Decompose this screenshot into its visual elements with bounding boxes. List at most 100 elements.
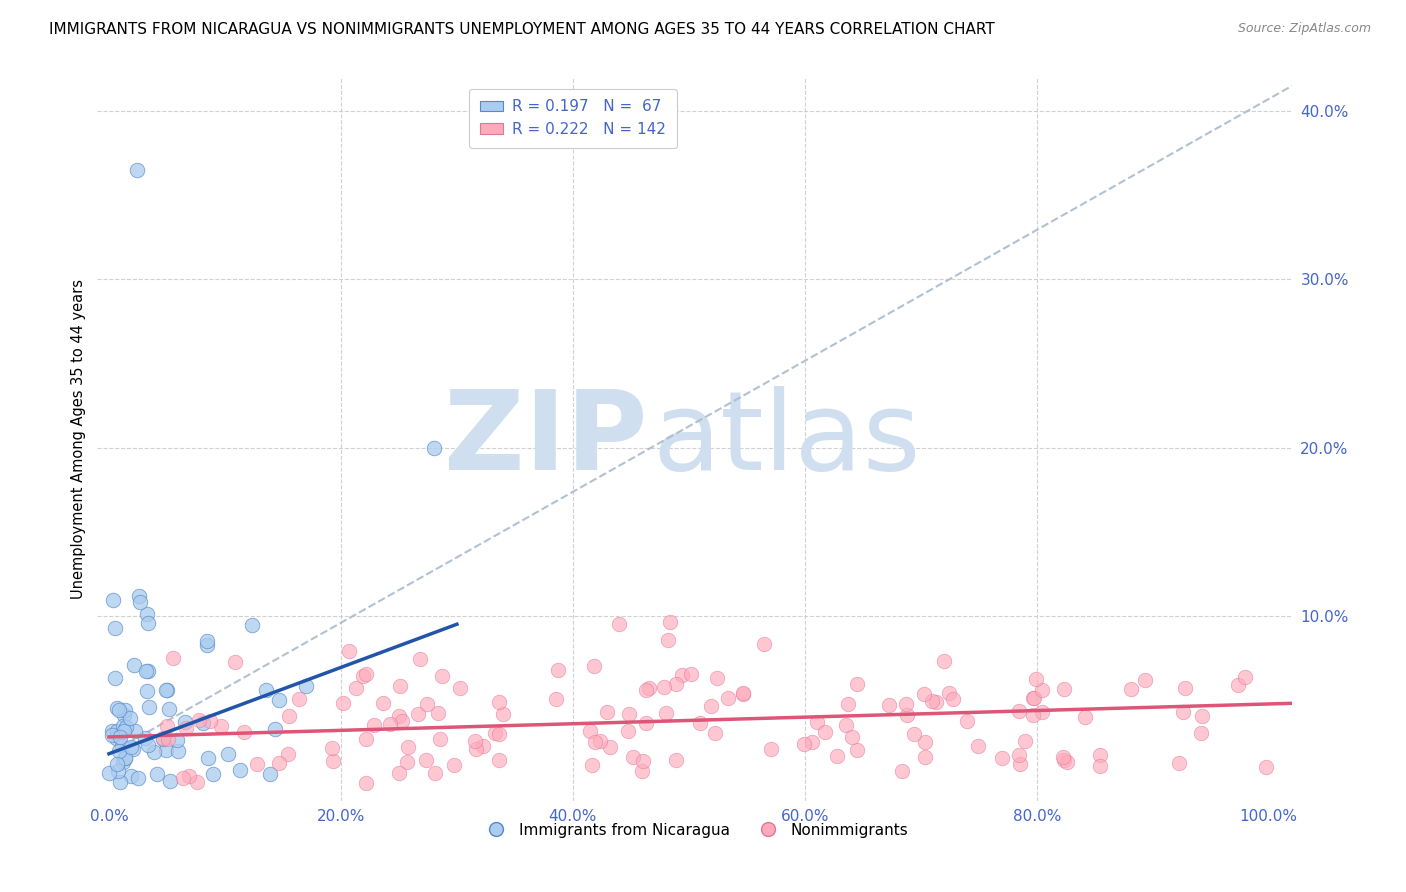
Point <box>232 725 254 739</box>
Point <box>761 741 783 756</box>
Point <box>546 692 568 706</box>
Point <box>665 677 688 691</box>
Point <box>267 693 290 707</box>
Point <box>172 772 194 786</box>
Point <box>104 672 127 686</box>
Point <box>354 732 377 747</box>
Point <box>156 682 179 697</box>
Point <box>665 753 688 767</box>
Point <box>1121 681 1143 696</box>
Point <box>914 750 936 764</box>
Point <box>432 668 454 682</box>
Point <box>354 776 377 790</box>
Point <box>488 727 510 741</box>
Point <box>896 707 918 722</box>
Point <box>100 723 122 738</box>
Point <box>124 724 146 739</box>
Point <box>835 718 858 732</box>
Point <box>240 618 263 632</box>
Point <box>1074 710 1097 724</box>
Point <box>142 745 165 759</box>
Point <box>934 654 956 668</box>
Point <box>793 737 815 751</box>
Point <box>136 616 159 631</box>
Point <box>101 728 124 742</box>
Point <box>197 751 219 765</box>
Point <box>636 682 658 697</box>
Point <box>938 686 960 700</box>
Point <box>912 687 935 701</box>
Point <box>654 680 676 694</box>
Point <box>122 742 145 756</box>
Point <box>841 731 863 745</box>
Point <box>731 686 754 700</box>
Point <box>396 739 419 754</box>
Point <box>491 707 513 722</box>
Point <box>229 763 252 777</box>
Point <box>354 667 377 681</box>
Point <box>443 758 465 772</box>
Point <box>1008 704 1031 718</box>
Point <box>991 751 1014 765</box>
Point <box>363 718 385 732</box>
Point <box>152 731 174 746</box>
Point <box>589 734 612 748</box>
Point <box>191 716 214 731</box>
Point <box>599 740 621 755</box>
Point <box>254 682 277 697</box>
Point <box>706 671 728 685</box>
Point <box>471 739 494 754</box>
Point <box>127 772 149 786</box>
Point <box>166 744 188 758</box>
Point <box>120 769 142 783</box>
Point <box>426 706 449 720</box>
Point <box>1227 678 1250 692</box>
Point <box>122 657 145 672</box>
Point <box>1171 705 1194 719</box>
Point <box>638 681 661 695</box>
Point <box>634 715 657 730</box>
Point <box>1021 708 1043 723</box>
Point <box>155 742 177 756</box>
Point <box>967 739 990 754</box>
Point <box>120 739 142 754</box>
Point <box>136 739 159 753</box>
Point <box>425 765 447 780</box>
Point <box>388 765 411 780</box>
Point <box>703 726 725 740</box>
Point <box>135 607 157 621</box>
Point <box>277 709 299 723</box>
Point <box>1174 681 1197 695</box>
Point <box>1191 708 1213 723</box>
Point <box>98 766 121 780</box>
Point <box>200 714 222 728</box>
Point <box>429 731 451 746</box>
Point <box>621 750 644 764</box>
Point <box>104 731 127 745</box>
Point <box>914 735 936 749</box>
Point <box>837 698 859 712</box>
Point <box>352 669 374 683</box>
Point <box>159 773 181 788</box>
Point <box>378 716 401 731</box>
Point <box>827 748 849 763</box>
Point <box>107 744 129 758</box>
Point <box>288 691 311 706</box>
Point <box>800 735 823 749</box>
Point <box>921 694 943 708</box>
Point <box>157 701 180 715</box>
Point <box>179 769 201 783</box>
Point <box>195 638 218 652</box>
Point <box>1090 747 1112 762</box>
Point <box>267 756 290 770</box>
Point <box>224 655 246 669</box>
Point <box>217 747 239 761</box>
Point <box>156 719 179 733</box>
Point <box>114 721 136 735</box>
Point <box>731 687 754 701</box>
Point <box>114 751 136 765</box>
Point <box>105 757 128 772</box>
Point <box>112 708 135 723</box>
Point <box>395 755 418 769</box>
Point <box>322 754 344 768</box>
